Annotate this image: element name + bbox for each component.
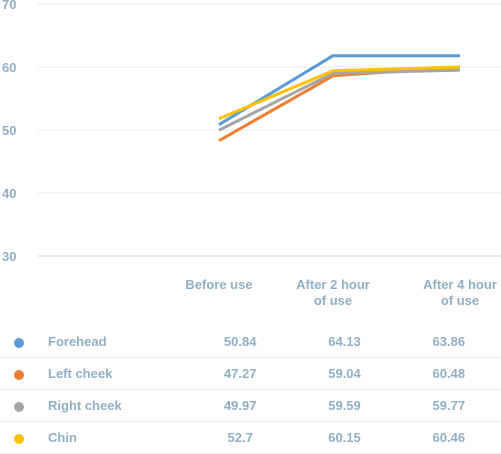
series-lines	[218, 54, 461, 143]
series-name: Left cheek	[38, 357, 188, 390]
table-row: Left cheek 47.27 59.04 60.48	[0, 357, 501, 390]
data-label: 64.13	[292, 326, 397, 358]
y-tick-label: 40	[2, 186, 16, 201]
data-table: Forehead 50.84 64.13 63.86 Left cheek 47.27 59…	[0, 326, 501, 454]
y-tick-label: 30	[2, 249, 16, 264]
y-axis-ticks: 30 40 50 60 70	[2, 0, 16, 264]
data-label: 47.27	[188, 357, 293, 390]
data-label: 63.86	[396, 326, 501, 358]
gridlines	[38, 3, 501, 257]
x-category-label: After 2 hour	[296, 277, 370, 292]
y-tick-label: 70	[2, 0, 16, 12]
legend-dot	[14, 337, 24, 348]
data-label: 52.7	[188, 421, 293, 454]
series-line-forehead	[218, 54, 460, 126]
legend-dot	[14, 369, 24, 380]
data-label: 59.59	[292, 389, 397, 422]
data-label: 49.97	[188, 389, 293, 422]
legend-marker-cell	[0, 421, 38, 454]
data-label: 59.04	[292, 357, 397, 390]
y-tick-label: 50	[2, 123, 16, 138]
series-line-right-cheek	[218, 68, 461, 132]
x-category-label: After 4 hour	[423, 277, 497, 292]
x-category-label: of use	[441, 293, 479, 308]
table-row: Chin 52.7 60.15 60.46	[0, 421, 501, 454]
series-line-chin	[218, 65, 461, 121]
table-row: Forehead 50.84 64.13 63.86	[0, 326, 501, 358]
legend-marker-cell	[0, 357, 38, 390]
legend-marker-cell	[0, 389, 38, 422]
legend-marker-cell	[0, 326, 38, 358]
legend-dot	[14, 433, 24, 444]
data-label: 60.48	[396, 357, 501, 390]
data-label: 59.77	[396, 389, 501, 422]
legend-dot	[14, 401, 24, 412]
series-name: Forehead	[38, 326, 188, 358]
x-category-label: of use	[314, 293, 352, 308]
table-row: Right cheek 49.97 59.59 59.77	[0, 389, 501, 422]
x-category-label: Before use	[185, 277, 252, 292]
data-label: 60.46	[396, 421, 501, 454]
series-name: Right cheek	[38, 389, 188, 422]
data-label: 60.15	[292, 421, 397, 454]
data-label: 50.84	[188, 326, 293, 358]
y-tick-label: 60	[2, 60, 16, 75]
series-name: Chin	[38, 421, 188, 454]
